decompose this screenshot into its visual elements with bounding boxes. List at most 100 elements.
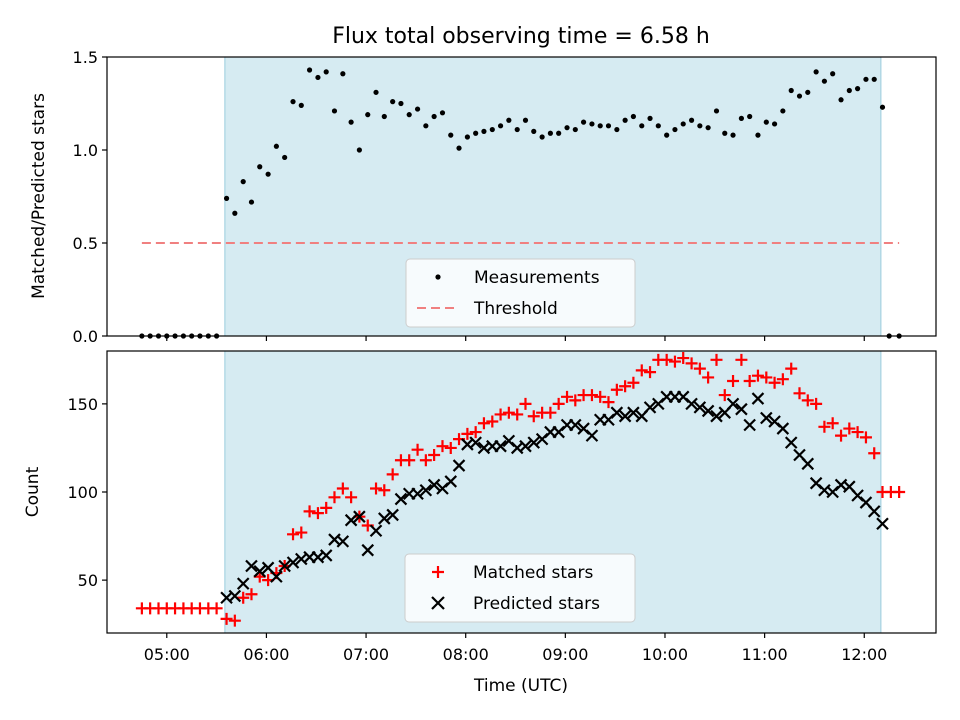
matched-star-point [859,431,872,444]
measurement-point [838,97,844,103]
matched-star-point [295,526,308,539]
measurement-point [697,123,703,129]
matched-star-point [527,410,540,423]
matched-star-point [718,389,731,402]
predicted-star-point [776,422,790,435]
predicted-stars-points [220,390,889,605]
matched-star-point [627,376,640,389]
predicted-star-point [710,409,723,423]
predicted-star-point [336,535,350,548]
measurement-point [390,99,396,105]
predicted-star-point [527,436,541,449]
measurement-point [763,119,769,125]
measurement-point [340,71,346,77]
matched-star-point [760,371,773,384]
ratio-x-ticks [166,336,865,341]
predicted-star-point [701,404,715,418]
count-y-axis: 50 100 150 [67,395,107,590]
measurement-point [647,115,653,121]
matched-star-point [486,415,499,428]
matched-star-point [403,454,416,467]
measurement-point [381,113,387,120]
matched-star-point [826,417,839,430]
measurement-point [257,164,263,170]
measurement-point [722,130,728,136]
measurement-point [522,117,529,123]
measurement-point [622,117,628,123]
measurement-point [547,130,553,136]
predicted-star-point [867,505,881,518]
x-tick-label: 08:00 [443,645,489,664]
measurement-point [539,134,545,140]
matched-star-point [320,501,333,514]
measurement-point [290,99,296,105]
matched-star-point [544,406,557,419]
x-tick-label: 11:00 [742,645,788,664]
matched-star-point [237,591,250,604]
measurement-point [398,100,404,107]
predicted-star-point [801,457,815,471]
matched-star-point [818,420,831,433]
matched-star-point [444,441,457,454]
time-x-axis: 05:00 06:00 07:00 08:00 09:00 10:00 11:00 12:00 [144,633,887,664]
measurement-point [306,67,313,73]
predicted-star-point [627,406,640,419]
matched-star-point [585,389,598,402]
measurement-point [373,89,379,95]
measurement-point [796,93,803,99]
predicted-star-point [386,508,399,522]
predicted-star-point [228,589,242,603]
matched-star-point [602,396,615,409]
ratio-y-axis: 0.0 0.5 1.0 1.5 [73,48,107,346]
predicted-star-point [494,439,507,453]
predicted-star-point [743,418,756,432]
matched-star-point [843,422,856,435]
measurement-point [605,123,612,129]
measurement-point [854,86,861,92]
x-tick-label: 05:00 [144,645,190,664]
matched-star-point [735,353,748,366]
measurement-point [705,125,711,131]
measurement-point [780,108,786,114]
measurement-point [232,210,238,216]
matched-star-point [727,374,740,387]
matched-star-point [461,427,474,440]
matched-star-point [644,366,657,379]
matched-star-point [328,491,341,504]
x-tick-label: 09:00 [542,645,588,664]
predicted-star-point [760,411,773,425]
x-axis-label: Time (UTC) [473,676,568,696]
matched-star-point [303,505,316,518]
predicted-star-point [411,487,424,501]
matched-star-point [668,355,681,368]
count-legend-box [404,553,636,623]
matched-star-point [693,362,706,375]
measurement-point [805,89,811,95]
matched-star-point [660,353,673,366]
measurement-point [223,195,230,201]
measurement-point [265,171,271,177]
predicted-star-point [876,517,889,531]
ratio-axes-frame [106,56,937,337]
measurement-point [489,126,495,133]
predicted-star-point [353,510,366,523]
matched-star-point [810,397,823,410]
measurement-point [672,126,678,133]
predicted-star-point [236,577,250,590]
x-tick-label: 06:00 [243,645,289,664]
matched-star-point [220,612,233,625]
measurement-point [298,102,304,108]
ratio-panel: 0.0 0.5 1.0 1.5 Flux total observing time =… [29,24,937,346]
measurement-point [481,128,487,134]
measurement-point [406,112,412,118]
count-y-axis-label: Count [23,466,43,517]
measurement-point [755,132,761,138]
measurement-point [514,126,520,133]
measurement-point [414,106,421,112]
measurement-point [630,113,636,120]
count-panel: 50 100 150 05:00 06:00 07:00 08:00 09:00 10:00 1… [23,350,937,696]
measurement-point [464,134,470,140]
matched-star-point [702,371,715,384]
measurement-point [572,126,578,133]
measurement-point [273,143,279,149]
